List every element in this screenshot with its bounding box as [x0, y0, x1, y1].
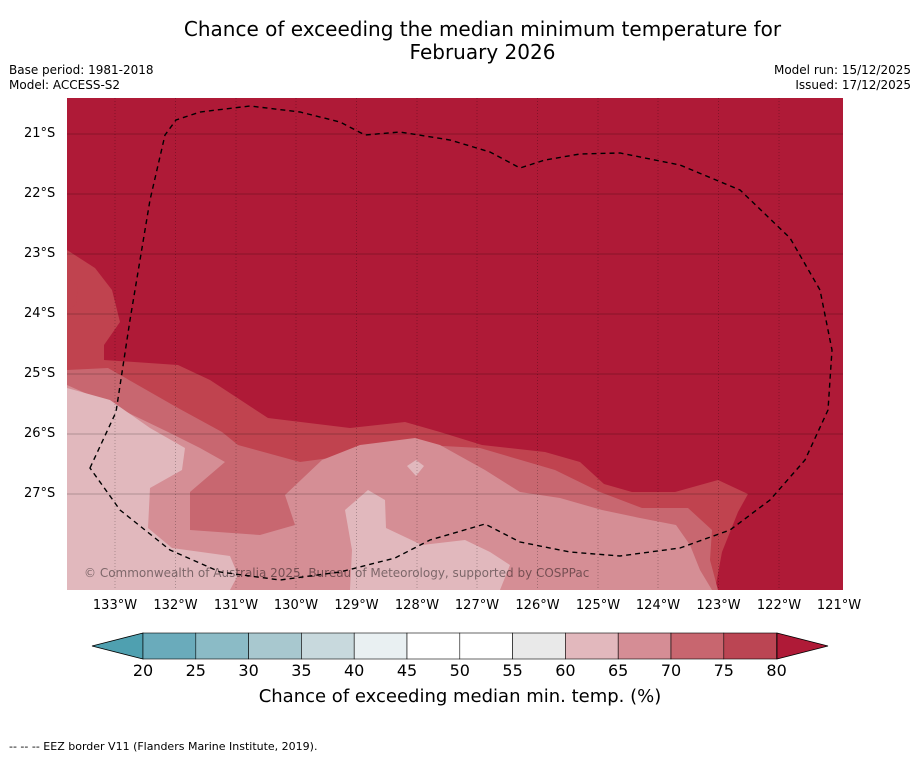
band-60-dot — [407, 460, 424, 476]
base-period: Base period: 1981-2018 — [9, 63, 154, 77]
colorbar-cell — [565, 632, 619, 660]
colorbar-tick-label: 35 — [291, 661, 312, 680]
colorbar-cell — [353, 632, 408, 660]
colorbar-cell — [248, 632, 302, 660]
lat-label: 23°S — [24, 246, 56, 261]
colorbar-tick-label: 50 — [449, 661, 470, 680]
lat-label: 26°S — [24, 426, 56, 441]
colorbar-cell — [195, 632, 249, 660]
colorbar-tick-label: 20 — [132, 661, 154, 680]
graticule — [114, 98, 780, 590]
colorbar-cell — [617, 632, 672, 660]
colorbar-tick-label: 45 — [396, 661, 418, 680]
colorbar-cell — [459, 632, 513, 660]
lat-label: 21°S — [24, 126, 56, 141]
colorbar-cell — [142, 632, 197, 660]
lat-label: 24°S — [24, 306, 56, 321]
colorbar-cell — [723, 632, 777, 660]
copyright-text: © Commonwealth of Australia 2025, Bureau… — [84, 566, 589, 580]
band-65 — [67, 385, 712, 590]
title-line-1: Chance of exceeding the median minimum t… — [183, 17, 782, 41]
colorbar-tick-label: 60 — [555, 661, 576, 680]
lon-label: 123°W — [696, 598, 741, 613]
lon-label: 131°W — [213, 598, 259, 613]
colorbar-tick-label: 55 — [502, 661, 523, 680]
meta-right: Model run: 15/12/2025 Issued: 17/12/2025 — [774, 63, 911, 92]
colorbar-cell — [301, 632, 355, 660]
lon-label: 122°W — [756, 598, 802, 613]
lat-label: 22°S — [24, 186, 56, 201]
colorbar-tick-label: 65 — [608, 661, 629, 680]
colorbar-cell — [406, 632, 461, 660]
title-line-2: February 2026 — [409, 40, 556, 64]
colorbar-low-extension — [91, 632, 144, 660]
meta-left: Base period: 1981-2018 Model: ACCESS-S2 — [9, 63, 154, 92]
lon-label: 129°W — [334, 598, 379, 613]
colorbar-cells — [142, 632, 777, 660]
issued-date: Issued: 17/12/2025 — [795, 77, 911, 92]
colorbar-tick-label: 40 — [344, 661, 365, 680]
model-name: Model: ACCESS-S2 — [9, 77, 121, 92]
lon-label: 127°W — [454, 598, 500, 613]
colorbar-tick-label: 80 — [766, 661, 787, 680]
colorbar-tick-label: 70 — [660, 661, 682, 680]
lat-label: 25°S — [24, 366, 56, 381]
lon-label: 124°W — [635, 598, 681, 613]
lon-label: 125°W — [575, 598, 621, 613]
band-60-west — [67, 388, 238, 590]
eez-legend: -- -- -- EEZ border V11 (Flanders Marine… — [9, 740, 318, 753]
colorbar-tick-label: 75 — [713, 661, 734, 680]
colorbar-cell — [670, 632, 725, 660]
lon-label: 130°W — [273, 598, 319, 613]
lon-label: 133°W — [92, 598, 138, 613]
lat-label: 27°S — [24, 486, 56, 501]
eez-border — [89, 105, 833, 581]
colorbar-cell — [512, 632, 566, 660]
colorbar-label: Chance of exceeding median min. temp. (%… — [258, 686, 662, 707]
band-75-patch — [67, 278, 78, 310]
lon-label: 128°W — [394, 598, 440, 613]
colorbar-tick-label: 30 — [238, 661, 259, 680]
band-60-center — [345, 490, 510, 590]
colorbar-tick-label: 25 — [185, 661, 206, 680]
lon-label: 126°W — [515, 598, 560, 613]
model-run: Model run: 15/12/2025 — [773, 63, 911, 77]
lon-label: 132°W — [153, 598, 198, 613]
map-title: Chance of exceeding the median minimum t… — [90, 18, 875, 64]
band-60-edge — [67, 482, 82, 502]
colorbar-high-extension — [776, 632, 829, 660]
lon-label: 121°W — [816, 598, 862, 613]
